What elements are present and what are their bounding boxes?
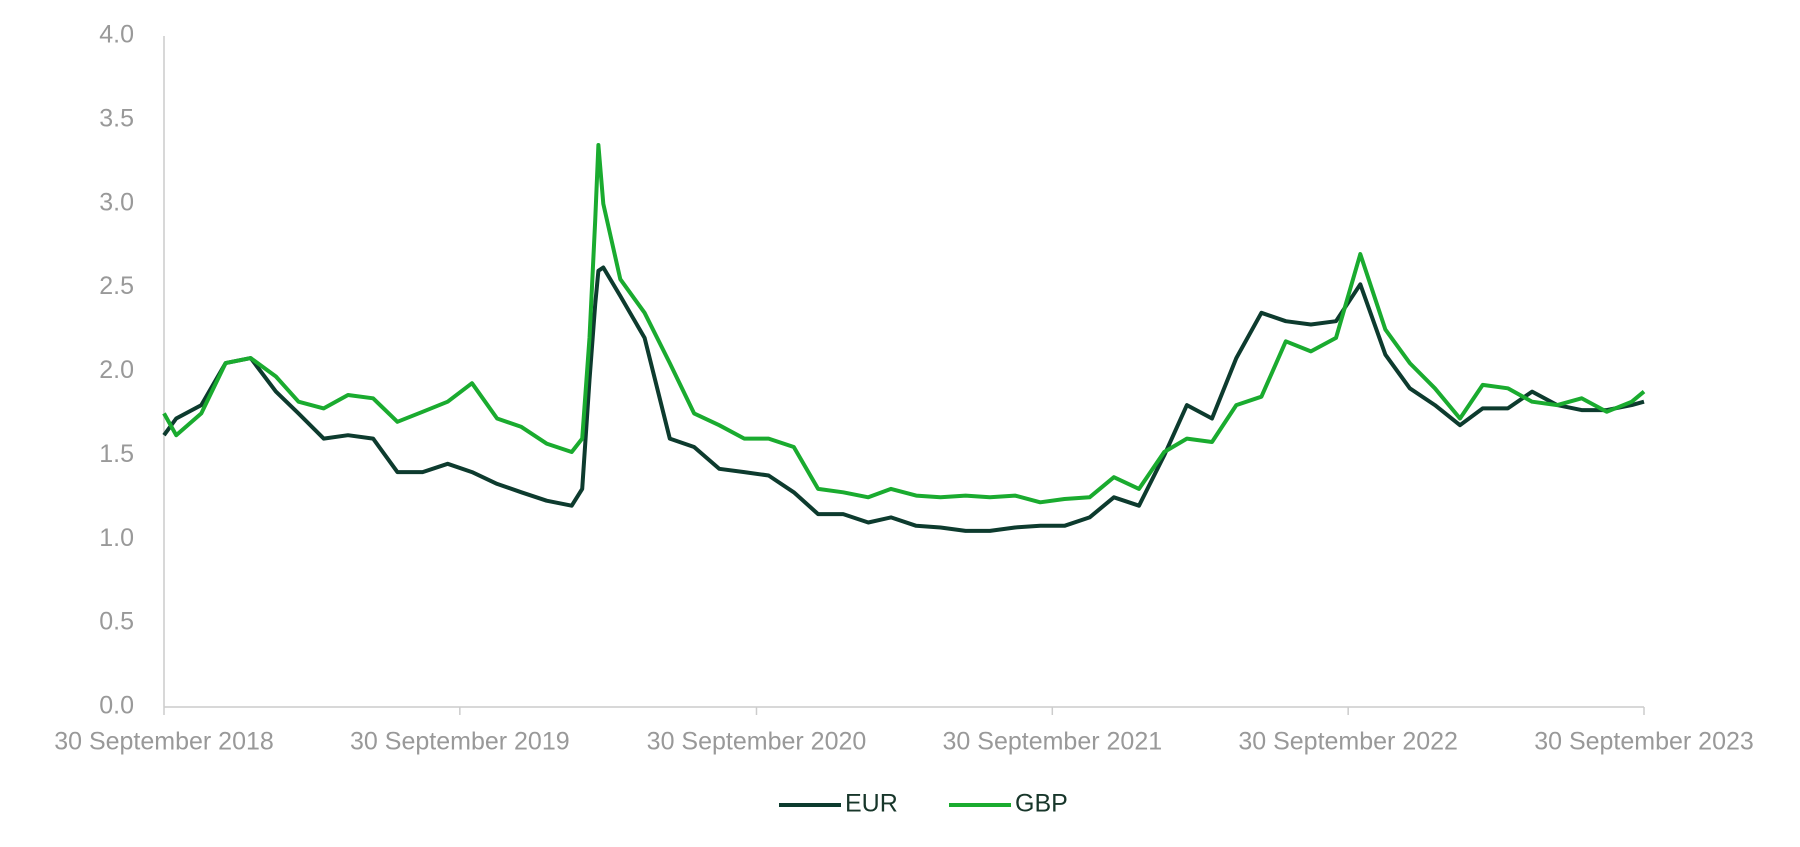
legend-label: GBP [1015,790,1068,818]
x-tick-label: 30 September 2022 [1238,728,1458,756]
x-tick-label: 30 September 2021 [943,728,1163,756]
legend-label: EUR [845,790,898,818]
y-tick-label: 2.5 [99,272,134,300]
x-tick-label: 30 September 2020 [647,728,867,756]
x-tick-label: 30 September 2023 [1534,728,1754,756]
series-line [162,143,1646,505]
y-tick-label: 1.0 [99,524,134,552]
y-tick-label: 0.0 [99,692,134,720]
y-tick-label: 2.0 [99,356,134,384]
x-tick-label: 30 September 2018 [54,728,274,756]
y-tick-label: 1.5 [99,440,134,468]
y-tick-label: 4.0 [99,21,134,49]
y-tick-label: 3.5 [99,104,134,132]
x-tick-label: 30 September 2019 [350,728,570,756]
y-tick-label: 3.0 [99,188,134,216]
series-line [162,265,1645,533]
y-tick-label: 0.5 [99,608,134,636]
